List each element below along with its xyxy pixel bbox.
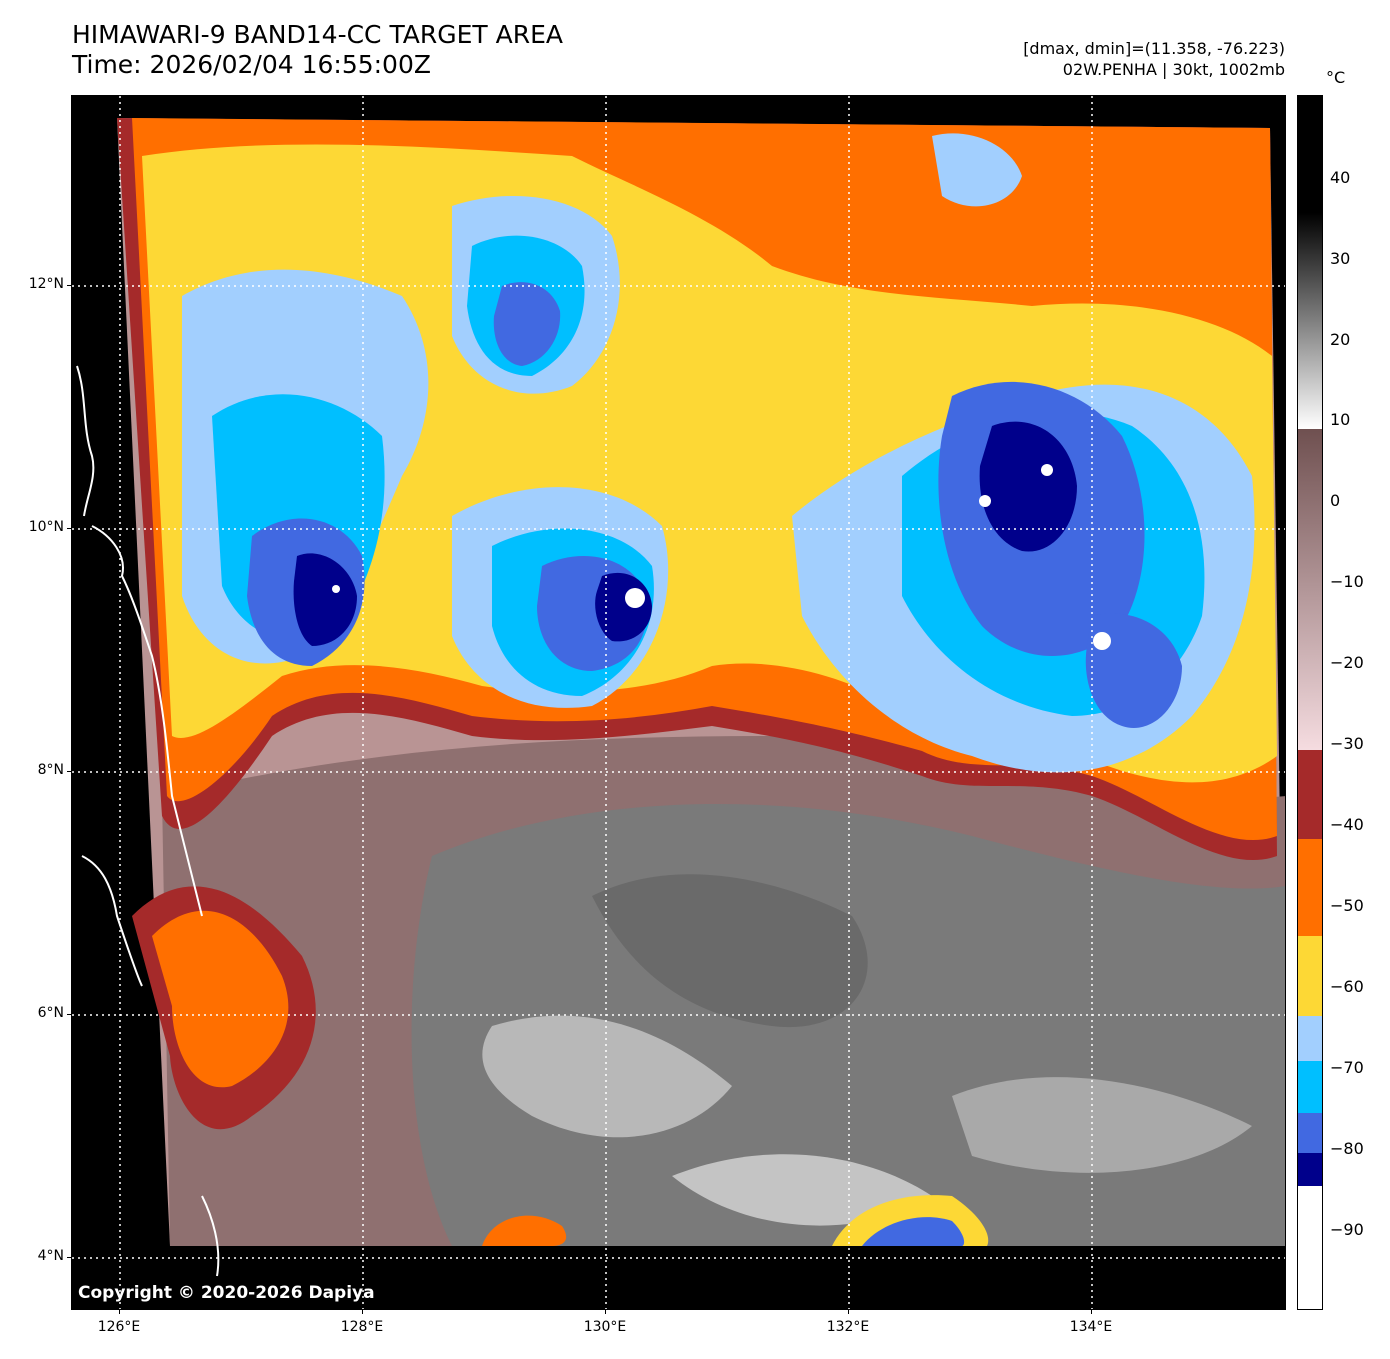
colorbar-tick-m80: −80 [1330, 1139, 1364, 1158]
colorbar-tick-m50: −50 [1330, 896, 1364, 915]
lon-label-128e: 128°E [340, 1319, 384, 1335]
lon-tick [119, 1310, 120, 1314]
storm-name: 02W.PENHA | 30kt, 1002mb [1062, 60, 1285, 79]
chart-title: HIMAWARI-9 BAND14-CC TARGET AREA [72, 20, 564, 49]
coastline [81, 855, 143, 987]
cloud-blue [862, 1217, 965, 1246]
lat-label-8n: 8°N [37, 762, 64, 778]
colorbar-tick-30: 30 [1330, 249, 1351, 268]
lat-label-4n: 4°N [37, 1248, 64, 1264]
coastline [201, 1195, 220, 1277]
overshooting-top [1093, 632, 1111, 650]
coastline [76, 365, 203, 917]
lat-label-12n: 12°N [28, 276, 64, 292]
overshooting-top [332, 585, 340, 593]
cloud-lightblue [932, 133, 1022, 207]
copyright-text: Copyright © 2020-2026 Dapiya [78, 1283, 375, 1303]
colorbar-tick-m10: −10 [1330, 572, 1364, 591]
overshooting-top [1041, 464, 1053, 476]
graticule [72, 96, 1285, 1309]
cloud-core [979, 421, 1077, 552]
lat-tick [67, 528, 71, 529]
lon-tick [605, 1310, 606, 1314]
lat-label-10n: 10°N [28, 519, 64, 535]
satellite-image [72, 96, 1285, 1309]
colorbar-tick-m90: −90 [1330, 1220, 1364, 1239]
colorbar-tick-m40: −40 [1330, 815, 1364, 834]
colorbar-unit: °C [1326, 68, 1346, 87]
dmax-dmin: [dmax, dmin]=(11.358, -76.223) [1023, 39, 1285, 58]
lat-tick [67, 771, 71, 772]
cloud-patch [672, 1154, 932, 1226]
title-block: HIMAWARI-9 BAND14-CC TARGET AREA Time: 2… [72, 20, 563, 80]
overshooting-top [979, 495, 991, 507]
colorbar-ramp [1298, 96, 1322, 1309]
lat-tick [67, 285, 71, 286]
colorbar-tick-10: 10 [1330, 410, 1351, 429]
lon-tick [1091, 1310, 1092, 1314]
cloud-core [293, 553, 357, 646]
lon-tick [848, 1310, 849, 1314]
lat-tick [67, 1257, 71, 1258]
colorbar-tick-0: 0 [1330, 491, 1341, 510]
lat-label-6n: 6°N [37, 1005, 64, 1021]
cloud-orange [152, 910, 289, 1088]
lon-label-132e: 132°E [826, 1319, 870, 1335]
satellite-map: Copyright © 2020-2026 Dapiya [71, 95, 1286, 1310]
colorbar-tick-m30: −30 [1330, 734, 1364, 753]
lon-label-130e: 130°E [583, 1319, 627, 1335]
colorbar-tick-40: 40 [1330, 168, 1351, 187]
warm-patch [592, 874, 868, 1028]
colorbar-tick-m60: −60 [1330, 977, 1364, 996]
colorbar-tick-20: 20 [1330, 330, 1351, 349]
cloud-patch [952, 1077, 1252, 1173]
cloud-blue [493, 282, 561, 366]
cloud-orange [482, 1215, 567, 1246]
colorbar-tick-m70: −70 [1330, 1058, 1364, 1077]
timestamp: Time: 2026/02/04 16:55:00Z [72, 50, 431, 79]
colorbar [1297, 95, 1323, 1310]
lon-label-134e: 134°E [1069, 1319, 1113, 1335]
storm-info: [dmax, dmin]=(11.358, -76.223) 02W.PENHA… [1023, 38, 1285, 80]
overshooting-top [625, 588, 645, 608]
lon-tick [362, 1310, 363, 1314]
lat-tick [67, 1014, 71, 1015]
colorbar-tick-m20: −20 [1330, 653, 1364, 672]
cloud-patch [482, 1015, 732, 1138]
lon-label-126e: 126°E [97, 1319, 141, 1335]
